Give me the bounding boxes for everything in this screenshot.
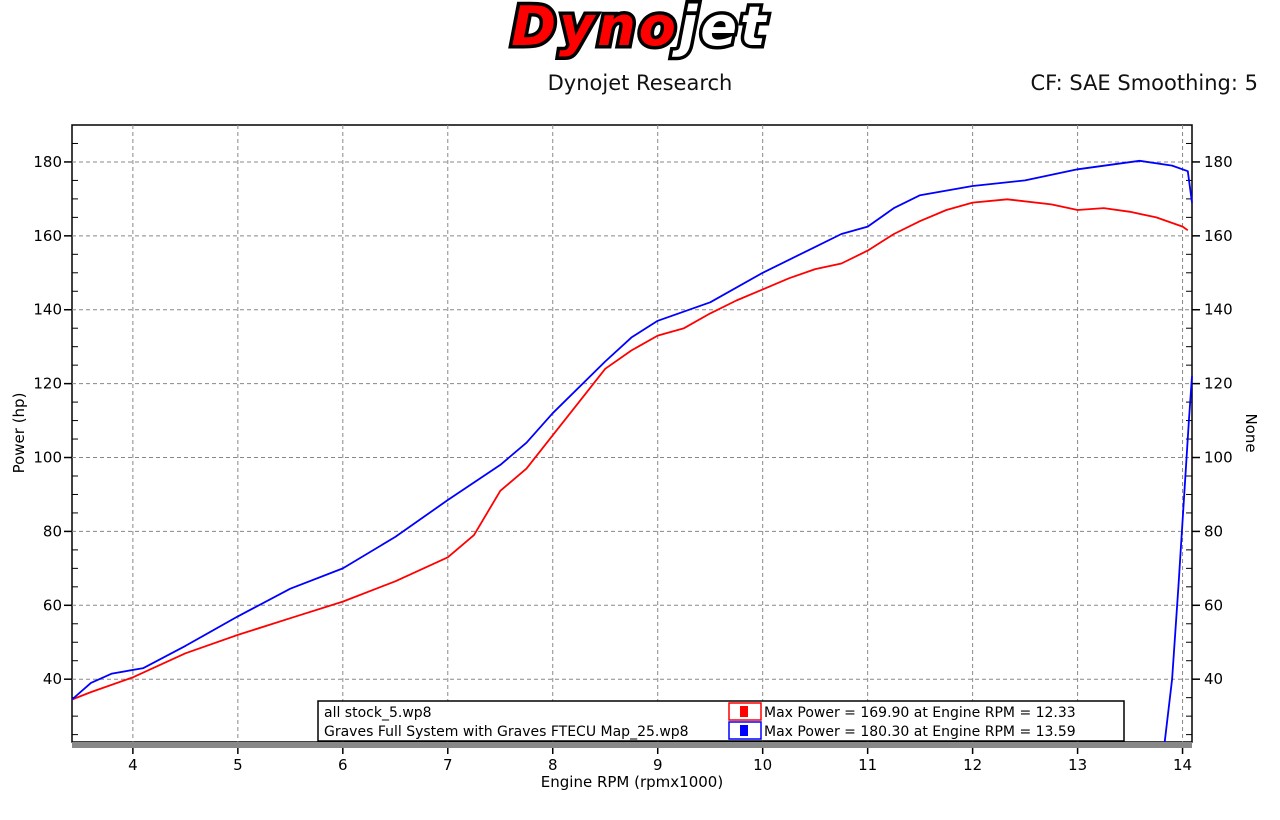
- chart-title: Dynojet Research: [548, 71, 733, 95]
- x-scrollbar[interactable]: [72, 742, 1192, 748]
- series-lines: [71, 159, 1193, 743]
- legend: all stock_5.wp8 Graves Full System with …: [317, 700, 1125, 742]
- x-tick-label: 11: [858, 756, 877, 774]
- y2-tick-label: 160: [1204, 227, 1233, 245]
- y-tick-label: 60: [43, 596, 62, 614]
- legend-max-power: Max Power = 180.30 at Engine RPM = 13.59: [764, 724, 1076, 740]
- series-line-1: [71, 159, 1193, 701]
- series-line-0: [71, 198, 1189, 701]
- x-tick-label: 5: [233, 756, 243, 774]
- y-axis-label: Power (hp): [10, 393, 28, 474]
- legend-series-name: all stock_5.wp8: [324, 705, 432, 721]
- x-tick-label: 9: [653, 756, 663, 774]
- x-tick-label: 10: [753, 756, 772, 774]
- dynojet-logo: Dynojet: [508, 0, 770, 62]
- series-line-2: [1163, 376, 1193, 743]
- y2-tick-label: 100: [1204, 449, 1233, 467]
- y2-axis-label: None: [1242, 413, 1260, 452]
- svg-text:Dynojet: Dynojet: [511, 0, 769, 58]
- x-tick-label: 12: [963, 756, 982, 774]
- y-tick-label: 180: [33, 153, 62, 171]
- x-tick-label: 6: [338, 756, 348, 774]
- legend-swatch-red: [728, 702, 762, 721]
- x-axis-label: Engine RPM (rpmx1000): [541, 773, 723, 791]
- legend-series-name: Graves Full System with Graves FTECU Map…: [324, 724, 689, 740]
- y-tick-label: 140: [33, 301, 62, 319]
- y2-tick-label: 180: [1204, 153, 1233, 171]
- x-tick-label: 13: [1068, 756, 1087, 774]
- grid: [72, 125, 1192, 742]
- axis-ticks: 4 5 6 7 8 9 10 11 12 13 14 40 40 60 60 80 80 100 100 120 120…: [33, 124, 1233, 774]
- legend-swatch-blue: [728, 721, 762, 740]
- y2-tick-label: 120: [1204, 375, 1233, 393]
- y-tick-label: 100: [33, 449, 62, 467]
- legend-max-power: Max Power = 169.90 at Engine RPM = 12.33: [764, 705, 1076, 721]
- y-tick-label: 120: [33, 375, 62, 393]
- plot-area: [71, 124, 1193, 743]
- x-tick-label: 14: [1173, 756, 1192, 774]
- y-tick-label: 40: [43, 670, 62, 688]
- correction-factor-label: CF: SAE Smoothing: 5: [1030, 71, 1258, 95]
- x-tick-label: 4: [128, 756, 138, 774]
- y2-tick-label: 140: [1204, 301, 1233, 319]
- y-tick-label: 80: [43, 522, 62, 540]
- y2-tick-label: 80: [1204, 522, 1223, 540]
- x-tick-label: 7: [443, 756, 453, 774]
- y2-tick-label: 60: [1204, 596, 1223, 614]
- y2-tick-label: 40: [1204, 670, 1223, 688]
- y-tick-label: 160: [33, 227, 62, 245]
- x-tick-label: 8: [548, 756, 558, 774]
